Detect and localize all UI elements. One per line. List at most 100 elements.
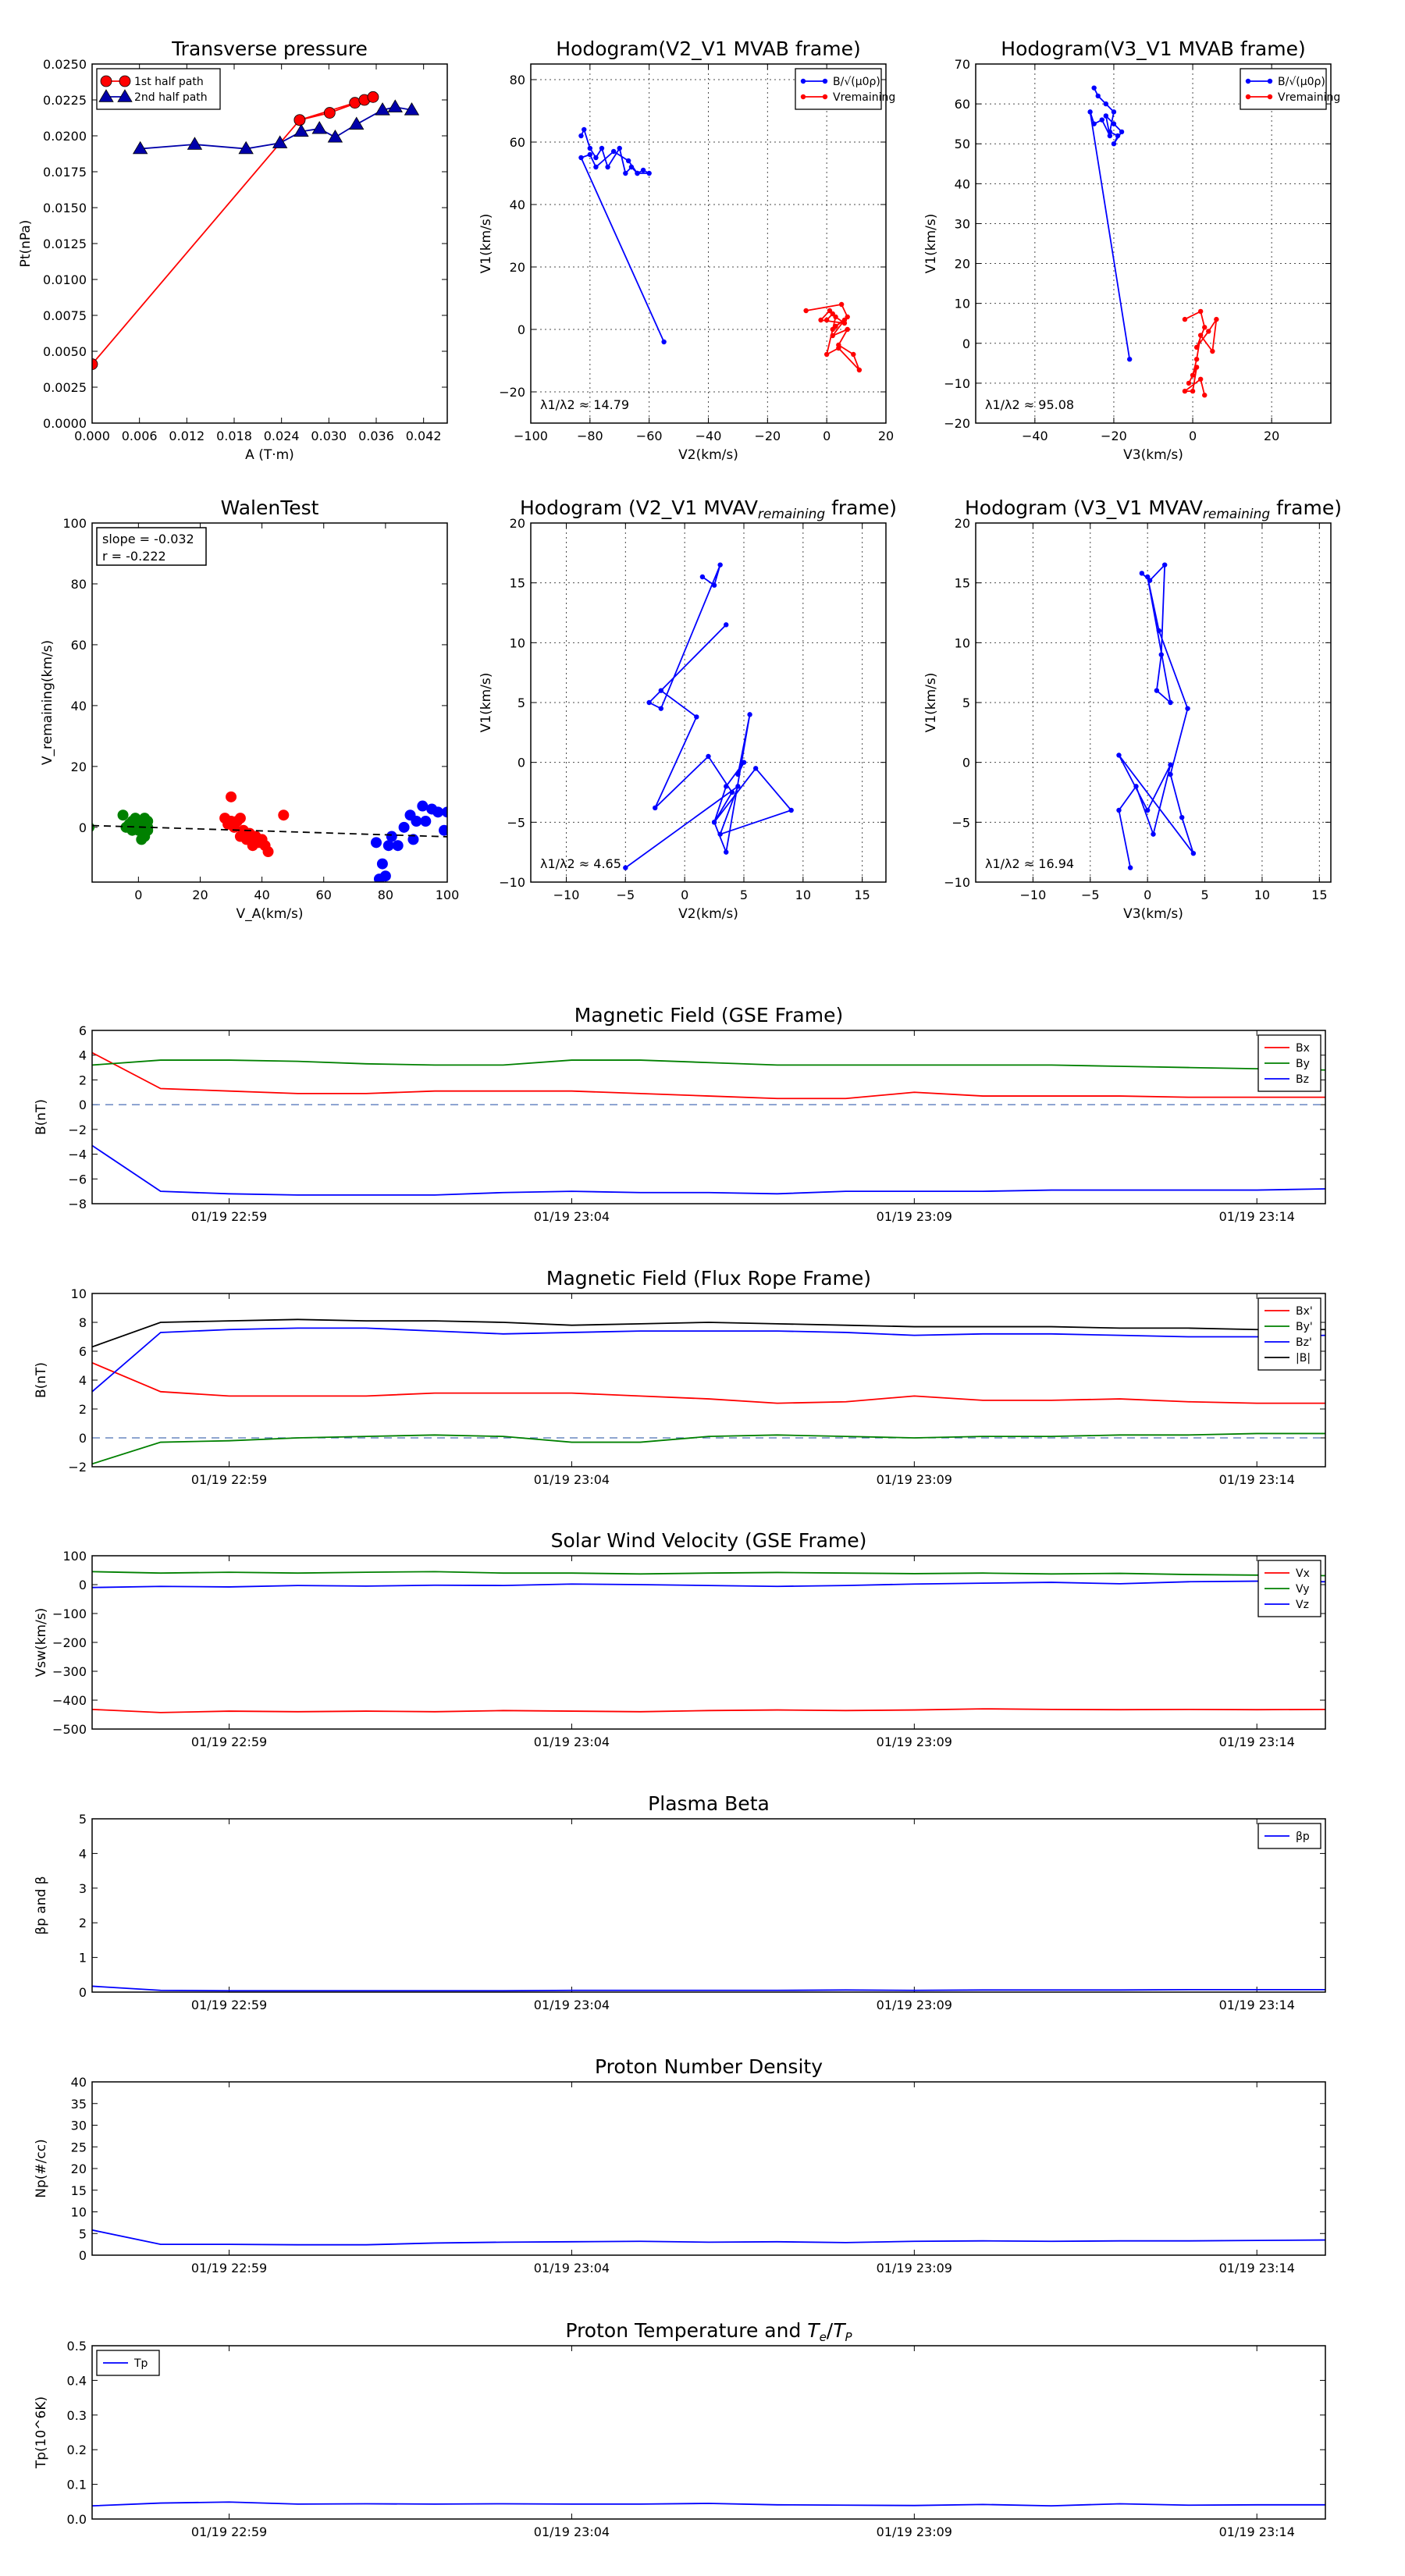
legend: Tp (96, 2350, 160, 2376)
y-tick-label: 15 (71, 2183, 87, 2198)
hodogram-v2-v1-mvab-chart: Hodogram(V2_V1 MVAB frame) −100 −80 −60 −40 −… (478, 37, 895, 463)
series-2nd-half-path-point (187, 137, 203, 150)
scatter-point (407, 834, 419, 845)
x-tick-label: 01/19 23:14 (1219, 1735, 1295, 1749)
series-bz--line (92, 1327, 1325, 1393)
y-tick-label: −500 (52, 1722, 87, 1737)
series-b-0--point (1126, 357, 1133, 362)
series-tp-line (92, 2501, 1325, 2507)
y-tick-label: 6 (79, 1023, 87, 1038)
series-b-0--point (623, 170, 628, 176)
scatter-point (420, 816, 432, 827)
x-tick-label: 0.000 (74, 429, 110, 443)
series-0-point (747, 712, 752, 717)
series-b-0--point (646, 170, 652, 176)
x-tick-label: −100 (514, 429, 548, 443)
y-tick-label: 2 (79, 1916, 87, 1930)
x-tick-label: 15 (1311, 888, 1327, 902)
series-vremaining-point (1197, 308, 1204, 315)
series--b--line (92, 1318, 1325, 1348)
series-vremaining-point (845, 326, 850, 333)
y-axis-label: Np(#/cc) (34, 2139, 49, 2197)
x-tick-label: 0.042 (406, 429, 442, 443)
axes-frame (91, 522, 448, 883)
stats-text: r = -0.222 (102, 549, 166, 564)
solar-wind-velocity-chart: Solar Wind Velocity (GSE Frame) 01/19 22:… (34, 1529, 1326, 1749)
y-axis-label: Pt(nPa) (18, 220, 34, 268)
series-b-0--point (628, 164, 635, 170)
data-layer (92, 91, 420, 370)
y-tick-label: 5 (518, 696, 525, 710)
series-vz-line (92, 1580, 1325, 1589)
series-2nd-half-path-point (272, 135, 288, 148)
y-tick-label: 4 (79, 1048, 87, 1063)
x-tick-label: 0.006 (122, 429, 158, 443)
plot-area (531, 523, 886, 882)
series-vremaining-point (1190, 388, 1196, 394)
y-tick-label: −400 (52, 1693, 87, 1708)
y-tick-label: 50 (955, 137, 970, 151)
y-tick-label: −2 (68, 1460, 87, 1475)
chart-title: Hodogram (V3_V1 MVAVremaining frame) (965, 496, 1342, 522)
axes-frame (530, 63, 887, 424)
series-b-0--point (1095, 93, 1101, 99)
y-tick-label: 60 (71, 638, 87, 653)
y-tick-label: −10 (499, 875, 525, 890)
legend-marker (1245, 94, 1251, 100)
x-axis-label: V2(km/s) (678, 906, 738, 922)
x-tick-label: 01/19 23:09 (877, 2261, 952, 2275)
series-0-point (1185, 706, 1190, 711)
series-vremaining-point (830, 311, 835, 317)
y-tick-label: −2 (68, 1123, 87, 1137)
chart-title: Hodogram(V3_V1 MVAB frame) (1001, 37, 1305, 60)
legend: Bx' By' Bz' |B| (1257, 1297, 1321, 1371)
x-tick-label: 5 (740, 888, 748, 902)
walen-test-chart: WalenTest 0 20 40 60 80 100 0 20 40 60 80 100 slope =… (40, 496, 459, 922)
series-0-point (653, 805, 658, 811)
series-vremaining-point (851, 351, 856, 358)
data-layer (92, 1318, 1325, 1465)
data-layer (92, 1571, 1325, 1713)
series-b-0--point (1103, 101, 1109, 107)
y-axis-label: Tp(10^6K) (34, 2396, 49, 2469)
x-tick-label: 0 (1144, 888, 1151, 902)
y-tick-label: 20 (71, 760, 87, 774)
series-1st-half-path-point (367, 91, 379, 103)
series-0-point (1116, 753, 1122, 758)
data-layer (1116, 562, 1197, 870)
series-vremaining-point (823, 317, 830, 323)
series-b-0--point (605, 164, 610, 170)
y-tick-label: 5 (962, 696, 970, 710)
series-1st-half-path-point (92, 358, 98, 370)
series-b-0--point (1119, 129, 1125, 135)
fit-line (92, 824, 447, 838)
x-tick-label: 40 (254, 888, 269, 902)
legend-label: Bz' (1296, 1336, 1312, 1349)
y-tick-label: 0 (518, 322, 525, 337)
series-vremaining-point (830, 333, 835, 339)
series-vremaining-point (841, 320, 848, 326)
legend-box (795, 68, 882, 110)
x-tick-label: 01/19 23:09 (877, 1472, 952, 1487)
series-0-point (1144, 807, 1151, 813)
legend: 1st half path 2nd half path (96, 68, 221, 110)
y-tick-label: 40 (955, 176, 970, 191)
legend: Vx Vy Vz (1257, 1560, 1321, 1617)
y-tick-label: −10 (944, 875, 970, 890)
x-tick-label: 01/19 23:04 (534, 2261, 610, 2275)
data-layer (92, 1051, 1325, 1196)
y-axis-label: V1(km/s) (478, 214, 494, 274)
series-0-point (1190, 851, 1197, 856)
x-tick-label: 01/19 23:04 (534, 1209, 610, 1224)
y-tick-label: 0.0 (67, 2512, 87, 2527)
x-tick-label: 01/19 23:09 (877, 1735, 952, 1749)
legend-marker (98, 89, 114, 102)
series-2nd-half-path-point (375, 102, 390, 116)
x-tick-label: 20 (192, 888, 208, 902)
axes-frame (91, 1555, 1326, 1730)
legend-label: Bz (1296, 1073, 1309, 1086)
series-b-0--point (1111, 121, 1117, 126)
x-tick-label: 10 (1254, 888, 1270, 902)
y-axis-label: βp and β (34, 1876, 49, 1934)
y-tick-label: 100 (62, 1549, 87, 1564)
